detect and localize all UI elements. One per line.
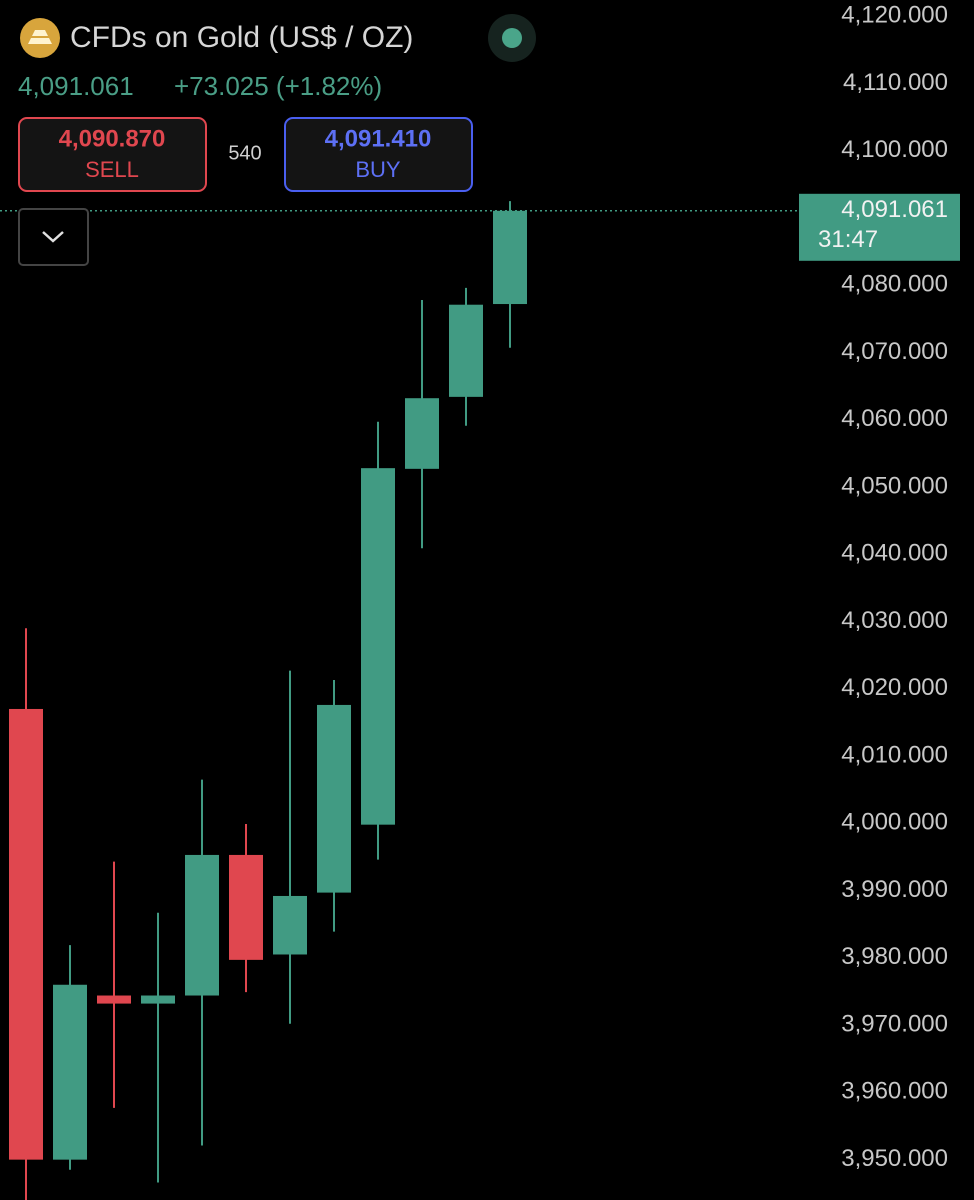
candle-body: [449, 304, 483, 397]
last-price-label: 4,091.061: [841, 196, 948, 223]
candle-body: [317, 704, 351, 893]
candle-body: [141, 995, 175, 1004]
y-tick-label: 3,990.000: [841, 876, 948, 903]
plot: [0, 201, 799, 1200]
candle-body: [97, 995, 131, 1004]
y-tick-label: 4,060.000: [841, 405, 948, 432]
candle-body: [405, 398, 439, 469]
price: 4,091.061: [18, 71, 134, 101]
gold-bars: [28, 30, 52, 44]
candle-body: [273, 895, 307, 955]
y-tick-label: 4,120.000: [841, 1, 948, 28]
chevron: [42, 231, 64, 243]
y-tick-label: 4,020.000: [841, 674, 948, 701]
buy-price: 4,091.410: [325, 125, 432, 152]
countdown: 31:47: [818, 226, 878, 253]
sell-price: 4,090.870: [59, 125, 166, 152]
buy-label: BUY: [355, 157, 401, 182]
y-tick-label: 4,030.000: [841, 607, 948, 634]
y-tick-label: 4,040.000: [841, 540, 948, 567]
y-tick-label: 4,080.000: [841, 271, 948, 298]
price-axis: 4,120.000 4,110.000 4,100.000 4,080.000 4,07…: [799, 1, 960, 1172]
status-dot: [502, 28, 522, 48]
y-tick-label: 4,010.000: [841, 741, 948, 768]
y-tick-label: 4,110.000: [843, 69, 948, 96]
y-tick-label: 3,960.000: [841, 1078, 948, 1105]
change: +73.025 (+1.82%): [174, 71, 382, 101]
sell-button[interactable]: [18, 117, 207, 192]
candle-body: [9, 708, 43, 1160]
y-tick-label: 4,000.000: [841, 809, 948, 836]
symbol-title: CFDs on Gold (US$ / OZ): [70, 21, 413, 54]
header: CFDs on Gold (US$ / OZ) 4,091.061 +73.02…: [18, 14, 536, 266]
candle-body: [493, 210, 527, 305]
y-tick-label: 3,950.000: [841, 1145, 948, 1172]
dropdown-button[interactable]: [18, 208, 89, 266]
y-tick-label: 4,050.000: [841, 472, 948, 499]
candle-body: [185, 854, 219, 996]
y-tick-label: 3,980.000: [841, 943, 948, 970]
candle-body: [229, 854, 263, 960]
candle-body: [53, 984, 87, 1160]
buy-button[interactable]: [284, 117, 473, 192]
last-price-box: [799, 193, 960, 261]
y-tick-label: 3,970.000: [841, 1010, 948, 1037]
spread: 540: [228, 142, 261, 164]
y-tick-label: 4,070.000: [841, 338, 948, 365]
sell-label: SELL: [85, 157, 139, 182]
y-tick-label: 4,100.000: [841, 136, 948, 163]
candle-body: [361, 468, 395, 825]
